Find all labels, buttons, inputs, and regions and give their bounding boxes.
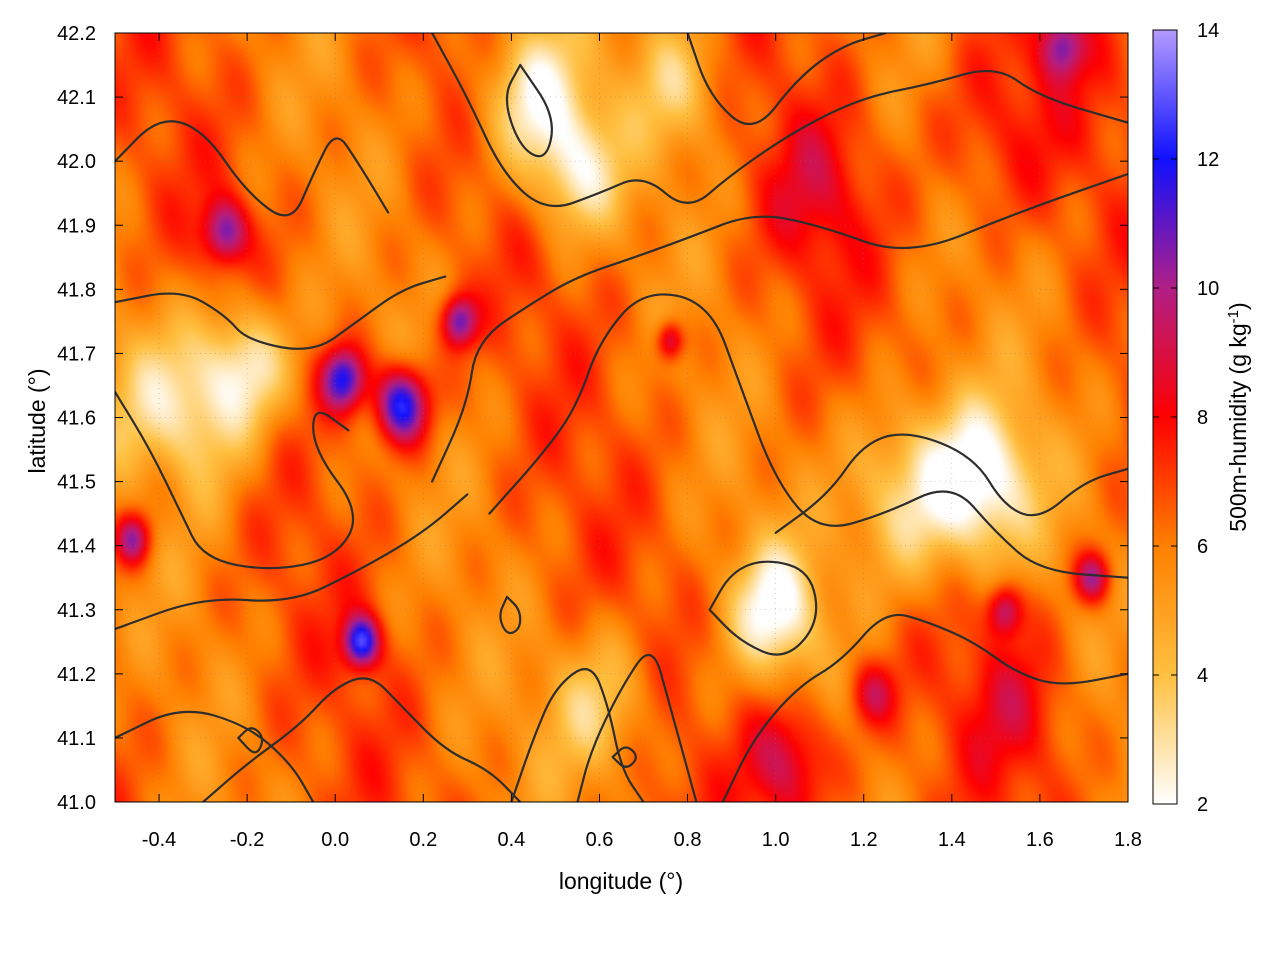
contour-lines: [115, 33, 1128, 802]
contour-arc-northwest: [115, 120, 390, 217]
y-tick-label: 41.7: [57, 343, 96, 365]
contour-arc-west-2: [115, 493, 469, 631]
y-tick-label: 41.0: [57, 792, 96, 814]
contour-islet-3: [611, 746, 637, 768]
contour-islet-2: [237, 727, 264, 754]
contour-southwest-2: [202, 677, 522, 802]
colorbar-tick-label: 10: [1197, 278, 1219, 300]
grid-lines: [115, 33, 1128, 802]
x-tick-label: 1.4: [938, 829, 966, 851]
y-axis-title: latitude (°): [24, 368, 50, 473]
y-tick-label: 41.4: [57, 536, 96, 558]
x-tick-label: 1.6: [1026, 829, 1054, 851]
colorbar-tick-label: 2: [1197, 794, 1208, 816]
y-tick-label: 42.1: [57, 87, 96, 109]
colorbar-title-main: 500m-humidity (g kg: [1225, 323, 1251, 531]
y-tick-label: 41.6: [57, 408, 96, 430]
y-tick-label: 41.8: [57, 279, 96, 301]
y-tick-label: 41.3: [57, 600, 96, 622]
x-tick-label: -0.2: [230, 829, 264, 851]
contour-south-east: [721, 613, 1128, 802]
contour-southwest: [115, 710, 315, 802]
x-tick-label: 0.4: [497, 829, 525, 851]
humidity-field: [115, 33, 1128, 802]
colorbar-title-close: ): [1225, 302, 1251, 310]
x-axis-title: longitude (°): [559, 868, 683, 894]
contour-arc-northwest-2: [115, 275, 447, 350]
x-tick-label: 1.2: [850, 829, 878, 851]
colorbar-title-sup: -1: [1225, 310, 1242, 323]
contour-north-ridge-2: [686, 33, 887, 126]
x-tick-label: 0.8: [674, 829, 702, 851]
y-tick-label: 42.2: [57, 23, 96, 45]
y-tick-label: 41.1: [57, 728, 96, 750]
colorbar-tick-label: 4: [1197, 665, 1208, 687]
y-tick-label: 42.0: [57, 151, 96, 173]
y-axis-ticks: 41.0 41.1 41.2 41.3 41.4 41.5 41.6 41.7 41.8 41.9…: [57, 23, 1128, 814]
plot-area: -0.4 -0.2 0.0 0.2 0.4 0.6 0.8 1.0 1.2 1.4 1.6 1.8 4…: [57, 23, 1142, 851]
x-tick-label: 0.0: [321, 829, 349, 851]
contour-islet-1: [499, 595, 522, 635]
contour-arc-west: [115, 390, 355, 570]
x-tick-label: 1.0: [762, 829, 790, 851]
colorbar-tick-label: 14: [1197, 20, 1219, 42]
contour-south-center-2: [576, 653, 698, 802]
colorbar-tick-label: 6: [1197, 536, 1208, 558]
contour-east-loop: [708, 560, 818, 656]
x-tick-label: -0.4: [142, 829, 176, 851]
contour-ridge-east: [431, 172, 1128, 483]
colorbar-title: 500m-humidity (g kg-1): [1225, 302, 1252, 531]
colorbar-tick-label: 8: [1197, 407, 1208, 429]
y-tick-label: 41.5: [57, 472, 96, 494]
x-tick-label: 0.2: [409, 829, 437, 851]
y-tick-label: 41.2: [57, 664, 96, 686]
x-axis-ticks: -0.4 -0.2 0.0 0.2 0.4 0.6 0.8 1.0 1.2 1.4 1.6 1.8: [142, 33, 1142, 851]
contour-east-ridge: [774, 433, 1128, 534]
contour-south-center: [510, 668, 645, 802]
y-tick-label: 41.9: [57, 215, 96, 237]
contour-north-loop: [505, 63, 553, 158]
colorbar-tick-label: 12: [1197, 149, 1219, 171]
colorbar-ticks: 2 4 6 8 10 12 14: [1153, 20, 1219, 816]
x-tick-label: 1.8: [1114, 829, 1142, 851]
contour-valley-center: [488, 293, 1128, 579]
contour-north-ridge: [431, 33, 1128, 208]
colorbar: 2 4 6 8 10 12 14: [1152, 20, 1219, 816]
x-tick-label: 0.6: [586, 829, 614, 851]
